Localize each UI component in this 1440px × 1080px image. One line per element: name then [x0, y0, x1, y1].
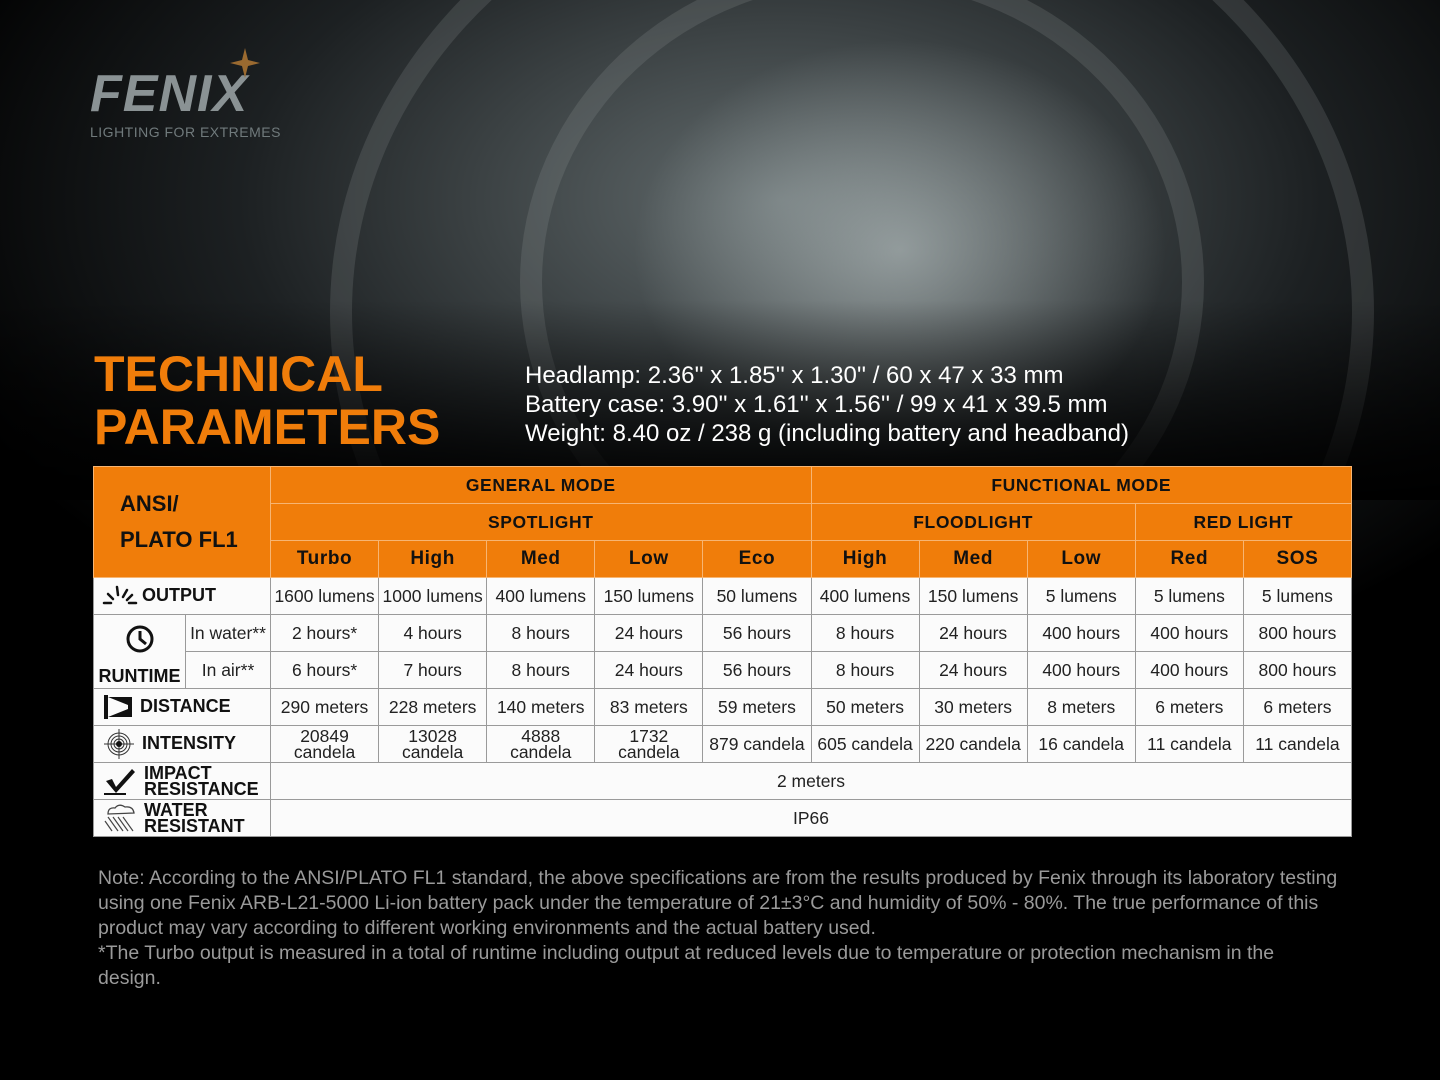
- title-line: TECHNICAL: [94, 346, 383, 402]
- output-cell: 400 lumens: [810, 577, 920, 615]
- runtime-water-cell: 24 hours: [594, 614, 704, 652]
- output-cell: 5 lumens: [1134, 577, 1244, 615]
- intensity-cell: 4888 candela: [486, 725, 596, 763]
- runtime-air-cell: 6 hours*: [269, 651, 380, 689]
- output-cell: 150 lumens: [594, 577, 704, 615]
- burst-icon: [102, 585, 138, 605]
- standard-label: ANSI/PLATO FL1: [93, 466, 271, 578]
- runtime-water-cell: 4 hours: [378, 614, 488, 652]
- mode-header: Low: [1026, 540, 1136, 578]
- turbo-note-text: *The Turbo output is measured in a total…: [98, 942, 1275, 989]
- note-text: Note: According to the ANSI/PLATO FL1 st…: [98, 867, 1338, 939]
- mode-header: Red: [1134, 540, 1244, 578]
- distance-cell: 59 meters: [702, 688, 812, 726]
- intensity-cell: 11 candela: [1242, 725, 1352, 763]
- battery-case-dimensions: Battery case: 3.90'' x 1.61'' x 1.56'' /…: [525, 391, 1108, 418]
- output-cell: 150 lumens: [918, 577, 1028, 615]
- page-title: TECHNICAL PARAMETERS: [94, 348, 440, 454]
- runtime-air-cell: 24 hours: [918, 651, 1028, 689]
- logo-wordmark: FENIX: [90, 65, 249, 123]
- impact-resistance-value: 2 meters: [270, 762, 1352, 800]
- intensity-label: INTENSITY: [93, 725, 271, 763]
- weight: Weight: 8.40 oz / 238 g (including batte…: [525, 420, 1129, 447]
- intensity-cell: 13028 candela: [378, 725, 488, 763]
- intensity-cell: 1732 candela: [594, 725, 704, 763]
- distance-cell: 228 meters: [378, 688, 488, 726]
- runtime-water-cell: 8 hours: [486, 614, 596, 652]
- impact-label: IMPACT RESISTANCE: [93, 762, 271, 800]
- output-cell: 5 lumens: [1026, 577, 1136, 615]
- output-cell: 1000 lumens: [378, 577, 488, 615]
- runtime-label: RUNTIME: [93, 614, 186, 689]
- distance-cell: 8 meters: [1026, 688, 1136, 726]
- mode-header: High: [378, 540, 488, 578]
- runtime-air-cell: 8 hours: [486, 651, 596, 689]
- intensity-cell: 11 candela: [1134, 725, 1244, 763]
- mode-header: Turbo: [269, 540, 380, 578]
- runtime-air-cell: 800 hours: [1242, 651, 1352, 689]
- mode-header: SOS: [1242, 540, 1352, 578]
- title-line: PARAMETERS: [94, 399, 441, 455]
- runtime-water-cell: 2 hours*: [269, 614, 380, 652]
- star-icon: [230, 48, 260, 78]
- rain-icon: [104, 804, 135, 832]
- intensity-cell: 20849 candela: [269, 725, 380, 763]
- fenix-logo: FENIX LIGHTING FOR EXTREMES: [90, 48, 281, 140]
- headlamp-dimensions: Headlamp: 2.36'' x 1.85'' x 1.30'' / 60 …: [525, 362, 1064, 389]
- impact-icon: [104, 769, 135, 795]
- mode-header: Med: [486, 540, 596, 578]
- runtime-water-cell: 8 hours: [810, 614, 920, 652]
- output-cell: 50 lumens: [702, 577, 812, 615]
- runtime-air-cell: 8 hours: [810, 651, 920, 689]
- runtime-air-cell: 56 hours: [702, 651, 812, 689]
- spotlight-header: SPOTLIGHT: [270, 503, 812, 541]
- runtime-air-cell: 400 hours: [1026, 651, 1136, 689]
- distance-cell: 290 meters: [269, 688, 380, 726]
- logo-tagline: LIGHTING FOR EXTREMES: [90, 124, 281, 140]
- dimensions: Headlamp: 2.36'' x 1.85'' x 1.30'' / 60 …: [525, 361, 1129, 448]
- floodlight-header: FLOODLIGHT: [810, 503, 1136, 541]
- water-resistance-value: IP66: [270, 799, 1352, 837]
- intensity-cell: 16 candela: [1026, 725, 1136, 763]
- output-cell: 5 lumens: [1242, 577, 1352, 615]
- mode-header: Low: [594, 540, 704, 578]
- distance-cell: 83 meters: [594, 688, 704, 726]
- runtime-water-cell: 400 hours: [1026, 614, 1136, 652]
- red-light-header: RED LIGHT: [1134, 503, 1352, 541]
- intensity-cell: 605 candela: [810, 725, 920, 763]
- spec-table: ANSI/PLATO FL1 GENERAL MODE FUNCTIONAL M…: [93, 466, 1352, 837]
- output-label: OUTPUT: [93, 577, 271, 615]
- intensity-cell: 879 candela: [702, 725, 812, 763]
- runtime-air-cell: 400 hours: [1134, 651, 1244, 689]
- functional-mode-header: FUNCTIONAL MODE: [810, 466, 1352, 504]
- water-resistance-label: WATER RESISTANT: [93, 799, 271, 837]
- beam-icon: [104, 695, 132, 719]
- clock-icon: [126, 625, 153, 653]
- distance-cell: 140 meters: [486, 688, 596, 726]
- in-water-label: In water**: [185, 614, 271, 652]
- mode-header: Med: [918, 540, 1028, 578]
- footnote: Note: According to the ANSI/PLATO FL1 st…: [98, 866, 1338, 991]
- output-cell: 400 lumens: [486, 577, 596, 615]
- general-mode-header: GENERAL MODE: [270, 466, 812, 504]
- distance-cell: 30 meters: [918, 688, 1028, 726]
- runtime-water-cell: 56 hours: [702, 614, 812, 652]
- distance-cell: 50 meters: [810, 688, 920, 726]
- intensity-cell: 220 candela: [918, 725, 1028, 763]
- output-cell: 1600 lumens: [269, 577, 380, 615]
- runtime-air-cell: 7 hours: [378, 651, 488, 689]
- in-air-label: In air**: [185, 651, 271, 689]
- distance-cell: 6 meters: [1134, 688, 1244, 726]
- runtime-water-cell: 800 hours: [1242, 614, 1352, 652]
- runtime-water-cell: 400 hours: [1134, 614, 1244, 652]
- runtime-air-cell: 24 hours: [594, 651, 704, 689]
- mode-header: High: [810, 540, 920, 578]
- runtime-water-cell: 24 hours: [918, 614, 1028, 652]
- distance-label: DISTANCE: [93, 688, 271, 726]
- mode-header: Eco: [702, 540, 812, 578]
- target-icon: [104, 729, 134, 759]
- distance-cell: 6 meters: [1242, 688, 1352, 726]
